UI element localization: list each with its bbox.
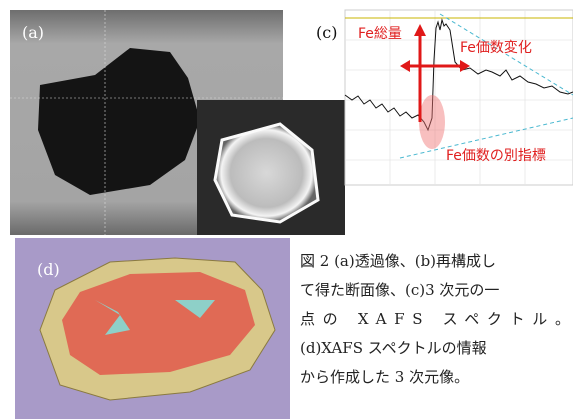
annotation: Fe総量 xyxy=(358,26,402,42)
panel-label: (d) xyxy=(37,260,60,279)
figure: (a) (c) Fe総量 Fe価数変化 Fe価数の別指標 (d) xyxy=(0,0,573,419)
caption-line: 点の XAFS スペクトル。 xyxy=(300,310,570,328)
annotation: Fe価数変化 xyxy=(460,39,532,56)
caption-line: 図 2 (a)透過像、(b)再構成し xyxy=(300,252,496,270)
caption-line: から作成した 3 次元像。 xyxy=(300,368,469,386)
panel-c: (c) Fe総量 Fe価数変化 Fe価数の別指標 xyxy=(316,10,573,185)
caption-line: て得た断面像、(c)3 次元の一 xyxy=(300,281,499,299)
panel-label: (c) xyxy=(316,23,337,42)
highlight xyxy=(419,95,445,149)
panel-label: (a) xyxy=(22,23,44,42)
annotation: Fe価数の別指標 xyxy=(446,148,546,164)
panel-d: (d) xyxy=(15,238,290,419)
caption: 図 2 (a)透過像、(b)再構成し て得た断面像、(c)3 次元の一 点の X… xyxy=(300,252,570,386)
panel-b xyxy=(197,100,345,235)
caption-line: (d)XAFS スペクトルの情報 xyxy=(300,339,487,357)
